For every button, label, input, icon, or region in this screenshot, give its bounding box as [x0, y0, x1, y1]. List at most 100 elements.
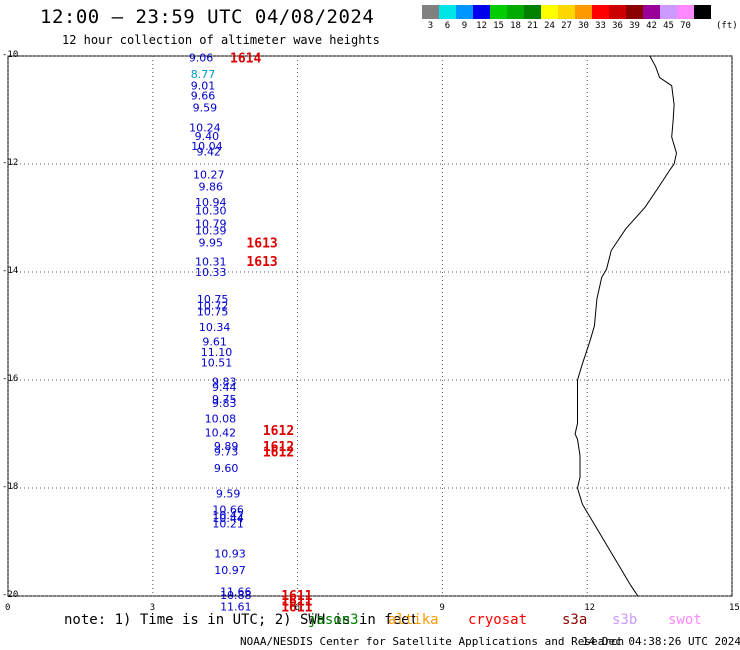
- color-swatch-label: 21: [527, 21, 538, 31]
- satellite-name: swot: [668, 612, 702, 628]
- wave-height-label: 10.66: [212, 504, 244, 517]
- wave-height-label: 9.59: [193, 101, 218, 114]
- wave-height-label: 9.95: [198, 236, 223, 249]
- wave-height-label: 10.94: [195, 196, 227, 209]
- wave-height-label: 10.30: [195, 204, 227, 217]
- color-swatch: 42: [643, 5, 660, 31]
- wave-height-label: 9.01: [191, 80, 216, 93]
- color-swatch-label: 42: [646, 21, 657, 31]
- map-subtitle: 12 hour collection of altimeter wave hei…: [62, 33, 380, 47]
- wave-height-label: 10.42: [205, 426, 237, 439]
- satellite-name: altika: [388, 612, 439, 628]
- wave-height-label: 9.89: [214, 440, 239, 453]
- wave-height-label: 9.73: [214, 445, 239, 458]
- color-swatch-label: 39: [629, 21, 640, 31]
- wave-height-label: 10.42: [212, 509, 244, 522]
- map-title: 12:00 – 23:59 UTC 04/08/2024: [40, 6, 375, 28]
- wave-height-label: 9.86: [198, 181, 223, 194]
- pass-number-label: 1611: [281, 594, 312, 609]
- longitude-tick-label: 3: [149, 603, 156, 613]
- wave-height-label: 9.60: [214, 462, 239, 475]
- wave-height-label: 10.88: [220, 589, 252, 602]
- color-swatch-label: 45: [663, 21, 674, 31]
- color-swatch-label: 33: [595, 21, 606, 31]
- color-swatch: 36: [609, 5, 626, 31]
- color-swatch-label: 3: [427, 21, 434, 31]
- color-swatch: 21: [524, 5, 541, 31]
- latitude-tick-label: -16: [2, 374, 19, 384]
- wave-height-label: 9.61: [202, 336, 227, 349]
- color-swatch-label: 12: [476, 21, 487, 31]
- wave-height-label: 10.08: [205, 412, 237, 425]
- pass-number-label: 1612: [263, 440, 294, 455]
- pass-number-label: 1611: [281, 600, 312, 615]
- wave-height-label: 10.33: [195, 266, 227, 279]
- credit-line: NOAA/NESDIS Center for Satellite Applica…: [240, 635, 625, 648]
- wave-height-label: 9.42: [197, 146, 222, 159]
- color-swatch: 27: [558, 5, 575, 31]
- wave-height-label: 10.31: [195, 256, 227, 269]
- color-swatch: 15: [490, 5, 507, 31]
- wave-height-label: 10.21: [212, 518, 244, 531]
- wave-height-label: 9.83: [212, 376, 237, 389]
- color-swatch: 12: [473, 5, 490, 31]
- pass-number-label: 1612: [263, 445, 294, 460]
- wave-height-label: 10.75: [197, 305, 229, 318]
- color-swatch: 3: [422, 5, 439, 31]
- wave-height-label: 9.44: [212, 381, 237, 394]
- wave-height-label: 10.51: [201, 357, 233, 370]
- wave-height-label: 9.06: [189, 52, 214, 65]
- color-swatch: 6: [439, 5, 456, 31]
- pass-number-label: 1613: [246, 255, 277, 270]
- color-swatch-label: 15: [493, 21, 504, 31]
- satellite-name: s3a: [562, 612, 588, 628]
- map-frame: [7, 55, 733, 597]
- wave-height-label: 10.27: [193, 168, 225, 181]
- color-swatch-label: 70: [680, 21, 691, 31]
- satellite-name: cryosat: [468, 612, 528, 628]
- color-swatch: 70: [677, 5, 694, 31]
- wave-height-label: 9.59: [216, 487, 241, 500]
- latitude-tick-label: -10: [2, 50, 19, 60]
- coastline: [574, 55, 678, 597]
- wave-height-label: 9.83: [212, 397, 237, 410]
- latitude-tick-label: -18: [2, 482, 19, 492]
- color-swatch: [694, 5, 711, 19]
- footnote: note: 1) Time is in UTC; 2) SWH is in fe…: [64, 612, 419, 628]
- generated-timestamp: 14 Dec 04:38:26 UTC 2024: [582, 635, 740, 648]
- color-swatch: 33: [592, 5, 609, 31]
- pass-number-label: 1614: [230, 52, 261, 67]
- wave-height-label: 10.39: [195, 224, 227, 237]
- wave-height-label: 10.44: [212, 512, 244, 525]
- latitude-tick-label: -12: [2, 158, 19, 168]
- color-swatch: 30: [575, 5, 592, 31]
- longitude-tick-label: 0: [5, 603, 11, 613]
- color-swatch-label: 18: [510, 21, 521, 31]
- color-swatch: 45: [660, 5, 677, 31]
- color-swatch: 9: [456, 5, 473, 31]
- wave-height-label: 10.97: [214, 564, 246, 577]
- color-swatch: 39: [626, 5, 643, 31]
- wave-height-label: 10.04: [191, 140, 223, 153]
- color-swatch-label: 9: [461, 21, 468, 31]
- color-swatch-label: 30: [578, 21, 589, 31]
- wave-height-label: 10.34: [199, 321, 231, 334]
- wave-height-label: 10.79: [195, 217, 227, 230]
- color-swatch: 24: [541, 5, 558, 31]
- color-swatch: 18: [507, 5, 524, 31]
- satellite-name: s3b: [612, 612, 638, 628]
- pass-number-label: 1613: [246, 236, 277, 251]
- wave-height-label: 11.66: [220, 586, 252, 599]
- pass-number-label: 1611: [281, 589, 312, 604]
- wave-height-label: 11.61: [220, 600, 252, 613]
- color-swatch-label: 6: [444, 21, 451, 31]
- longitude-tick-label: 9: [439, 603, 445, 613]
- pass-number-label: 1612: [263, 424, 294, 439]
- wave-height-label: 9.66: [191, 89, 216, 102]
- satellite-name: jason3: [308, 612, 359, 628]
- color-legend-unit: (ft): [716, 21, 738, 31]
- wave-height-label: 9.75: [212, 393, 237, 406]
- wave-height-label: 10.24: [189, 121, 221, 134]
- wave-height-label: 11.10: [201, 346, 233, 359]
